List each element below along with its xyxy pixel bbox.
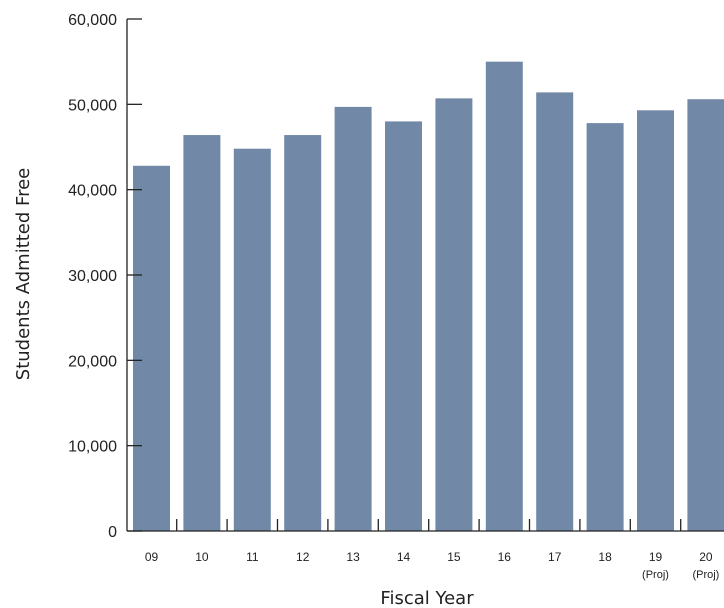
x-tick-label: 15 <box>447 550 461 564</box>
bar-14 <box>385 121 422 532</box>
y-tick-label: 60,000 <box>68 12 117 29</box>
x-ticks-group: 09 10 11 12 13 14 15 16 17 18 19 (Proj) 20 (Proj) <box>145 519 719 581</box>
y-tick-label: 50,000 <box>68 97 117 114</box>
bar-11 <box>233 148 271 531</box>
bar-10 <box>183 135 221 531</box>
bar-13 <box>334 106 372 531</box>
y-tick-label: 0 <box>108 524 117 541</box>
x-tick-label: 17 <box>548 550 562 564</box>
bar-17 <box>536 92 574 532</box>
x-axis-title: Fiscal Year <box>380 588 474 608</box>
bar-16 <box>485 61 523 532</box>
x-tick-label: 16 <box>498 550 512 564</box>
bar-12 <box>284 135 322 531</box>
x-tick-label: 09 <box>145 550 159 564</box>
y-tick-label: 30,000 <box>68 268 117 285</box>
bar-18 <box>586 123 624 532</box>
bar-09 <box>133 165 170 532</box>
x-tick-label: 12 <box>296 550 310 564</box>
y-axis-title: Students Admitted Free <box>13 168 34 380</box>
x-tick-sublabel: (Proj) <box>642 569 669 581</box>
x-tick-label: 19 <box>649 550 663 564</box>
bar-19 <box>637 110 674 531</box>
x-tick-label: 20 <box>699 550 713 564</box>
x-tick-label: 18 <box>598 550 612 564</box>
y-tick-label: 20,000 <box>68 353 117 370</box>
bar-20 <box>687 99 724 532</box>
bars-group <box>133 61 724 532</box>
x-tick-label: 11 <box>246 550 259 564</box>
x-tick-label: 10 <box>195 550 209 564</box>
x-tick-label: 14 <box>397 550 411 564</box>
y-ticks-group: 0 10,000 20,000 30,000 40,000 50,000 60,000 <box>68 12 142 541</box>
x-tick-sublabel: (Proj) <box>692 569 719 581</box>
bar-15 <box>435 98 473 532</box>
y-tick-label: 40,000 <box>68 183 117 200</box>
x-tick-label: 13 <box>346 550 360 564</box>
y-tick-label: 10,000 <box>68 439 117 456</box>
